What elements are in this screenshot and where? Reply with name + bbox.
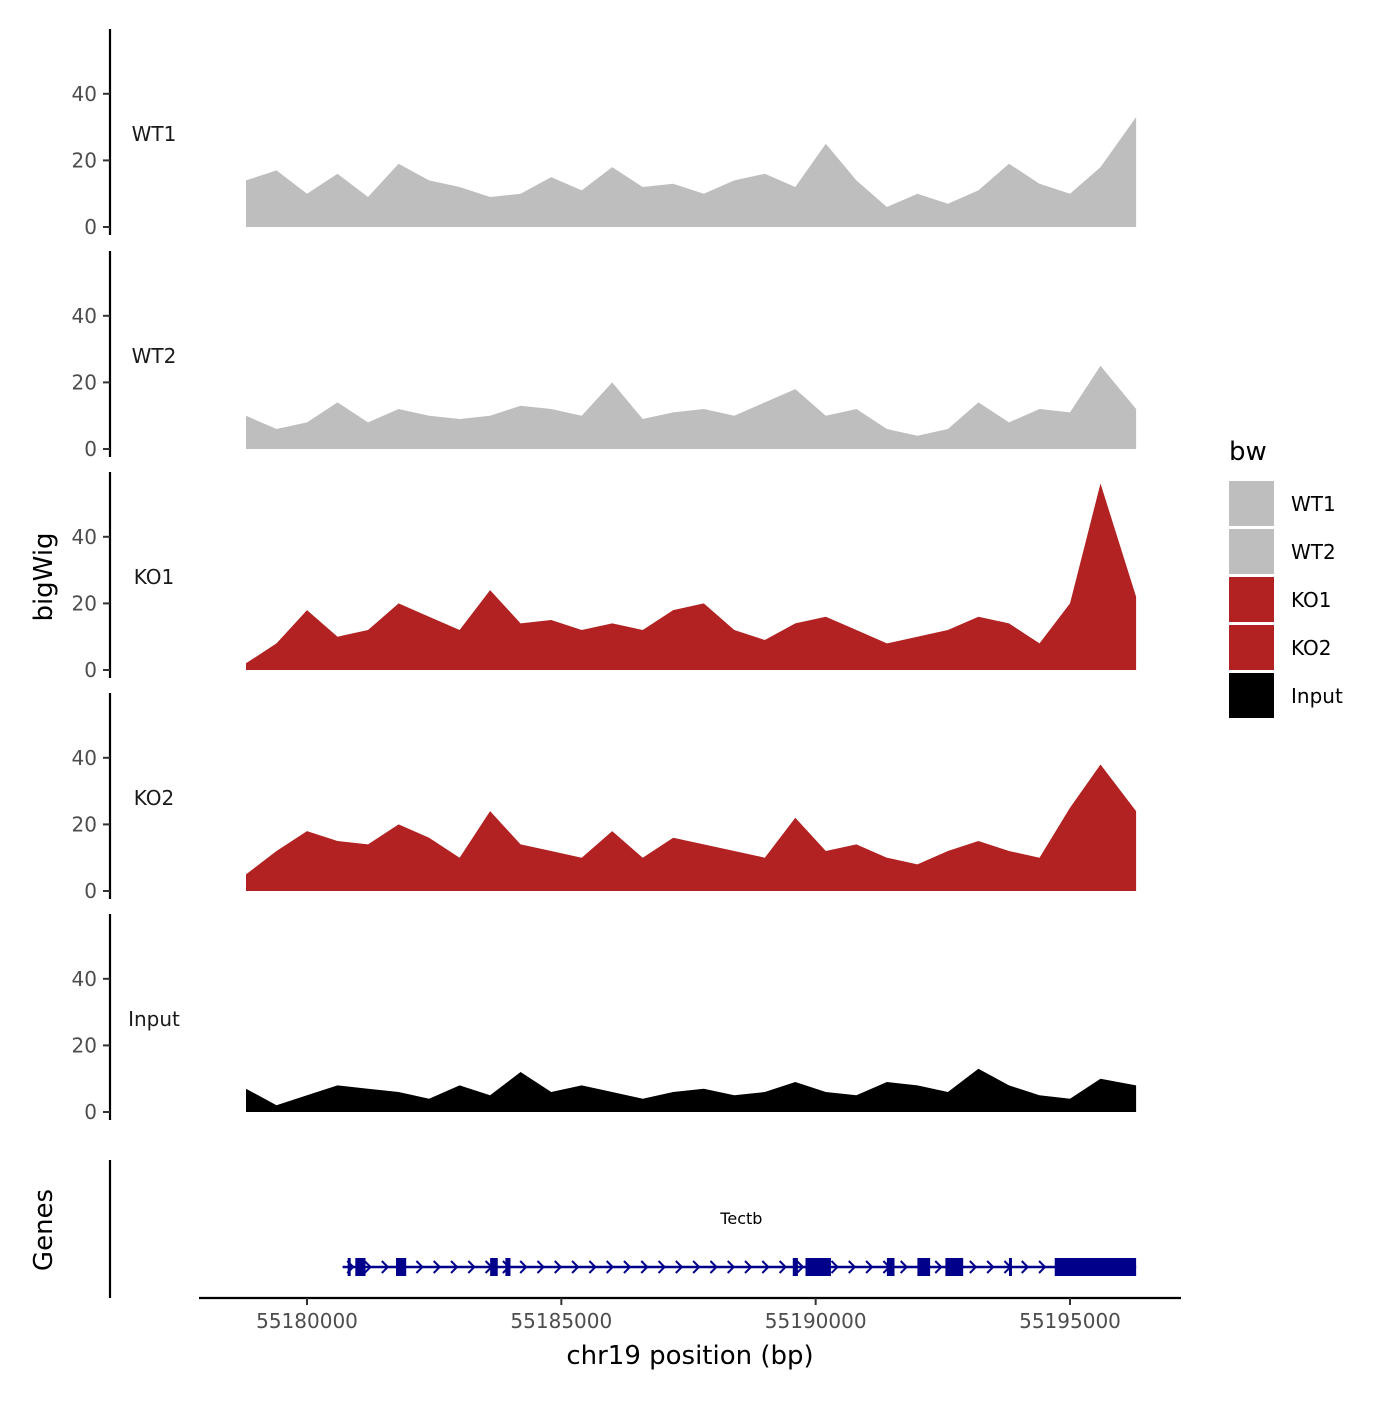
exon bbox=[347, 1258, 351, 1276]
x-axis-title: chr19 position (bp) bbox=[566, 1341, 813, 1371]
strand-arrow bbox=[467, 1260, 476, 1274]
legend-title: bw bbox=[1229, 437, 1267, 467]
track-wt2: 0 20 40 WT2 bbox=[72, 251, 1137, 461]
strand-arrow bbox=[830, 1260, 839, 1274]
strand-arrow bbox=[588, 1260, 597, 1274]
gene-label: Tectb bbox=[719, 1209, 762, 1228]
y-tick-label: 40 bbox=[72, 525, 97, 549]
area-ko1 bbox=[246, 483, 1137, 670]
exon bbox=[505, 1258, 511, 1276]
strand-arrow bbox=[1038, 1260, 1047, 1274]
strand-arrow bbox=[692, 1260, 701, 1274]
strand-arrow bbox=[848, 1260, 857, 1274]
track-wt1: 0 20 40 WT1 bbox=[72, 29, 1137, 239]
strand-arrow bbox=[623, 1260, 632, 1274]
exon bbox=[917, 1258, 931, 1276]
exon bbox=[355, 1258, 366, 1276]
strand-arrow bbox=[778, 1260, 788, 1274]
strand-arrow bbox=[796, 1260, 805, 1274]
track-label: Input bbox=[128, 1007, 180, 1031]
strand-arrow bbox=[519, 1260, 528, 1274]
gene-track: Tectb bbox=[108, 1160, 1137, 1298]
exon bbox=[1054, 1258, 1137, 1276]
legend-label: WT2 bbox=[1291, 540, 1336, 564]
strand-arrow bbox=[865, 1260, 874, 1274]
x-tick-label: 55180000 bbox=[256, 1309, 358, 1333]
legend-label: Input bbox=[1291, 684, 1343, 708]
strand-arrow bbox=[986, 1260, 995, 1274]
area-ko2 bbox=[246, 764, 1137, 891]
exon bbox=[805, 1258, 831, 1276]
x-tick-label: 55190000 bbox=[765, 1309, 867, 1333]
y-tick-label: 20 bbox=[72, 812, 97, 836]
y-tick-label: 0 bbox=[84, 879, 97, 903]
strand-arrow bbox=[709, 1260, 718, 1274]
y-tick-label: 0 bbox=[84, 1100, 97, 1124]
legend-key-ko2 bbox=[1229, 625, 1274, 670]
legend-label: KO2 bbox=[1291, 636, 1332, 660]
x-axis: 55180000 55185000 55190000 55195000 bbox=[199, 1296, 1181, 1333]
strand-arrow bbox=[934, 1260, 943, 1274]
bigwig-tracks: 0 20 40 WT1 0 20 40 WT2 0 20 40 KO1 0 20 40 KO2 0 20 40 Inp… bbox=[72, 29, 1137, 1124]
y-tick-label: 20 bbox=[72, 591, 97, 615]
strand-arrow bbox=[450, 1260, 459, 1274]
genes-axis-title: Genes bbox=[29, 1189, 59, 1271]
strand-arrow bbox=[899, 1260, 909, 1274]
area-input bbox=[246, 1068, 1137, 1112]
y-tick-label: 20 bbox=[72, 370, 97, 394]
y-tick-label: 40 bbox=[72, 304, 97, 328]
track-ko1: 0 20 40 KO1 bbox=[72, 472, 1137, 682]
track-label: KO1 bbox=[134, 565, 175, 589]
legend-key-wt1 bbox=[1229, 481, 1274, 526]
strand-arrow bbox=[536, 1260, 545, 1274]
y-tick-label: 40 bbox=[72, 967, 97, 991]
y-tick-label: 20 bbox=[72, 148, 97, 172]
strand-arrow bbox=[744, 1260, 753, 1274]
legend-key-ko1 bbox=[1229, 577, 1274, 622]
y-tick-label: 0 bbox=[84, 215, 97, 239]
exon bbox=[945, 1258, 964, 1276]
y-tick-label: 0 bbox=[84, 658, 97, 682]
strand-arrow bbox=[415, 1260, 424, 1274]
strand-arrow bbox=[1021, 1260, 1030, 1274]
strand-arrow bbox=[640, 1260, 649, 1274]
track-input: 0 20 40 Input bbox=[72, 914, 1137, 1124]
x-tick-label: 55185000 bbox=[510, 1309, 612, 1333]
exon bbox=[792, 1258, 798, 1276]
y-tick-label: 40 bbox=[72, 746, 97, 770]
exon bbox=[396, 1258, 407, 1276]
y-axis-title: bigWig bbox=[29, 532, 59, 621]
strand-arrow bbox=[363, 1260, 372, 1274]
x-tick-label: 55195000 bbox=[1019, 1309, 1121, 1333]
track-label: WT2 bbox=[132, 344, 177, 368]
y-tick-label: 40 bbox=[72, 82, 97, 106]
track-label: WT1 bbox=[132, 122, 177, 146]
strand-arrow bbox=[433, 1260, 442, 1274]
exon bbox=[490, 1258, 498, 1276]
strand-arrow bbox=[969, 1260, 978, 1274]
track-ko2: 0 20 40 KO2 bbox=[72, 693, 1137, 903]
legend-label: KO1 bbox=[1291, 588, 1332, 612]
strand-arrow bbox=[675, 1260, 684, 1274]
strand-arrow bbox=[381, 1260, 390, 1274]
area-wt2 bbox=[246, 365, 1137, 449]
y-tick-label: 20 bbox=[72, 1033, 97, 1057]
track-label: KO2 bbox=[134, 786, 175, 810]
strand-arrow bbox=[727, 1260, 736, 1274]
strand-arrow bbox=[761, 1260, 770, 1274]
exon bbox=[1008, 1258, 1012, 1276]
legend-key-wt2 bbox=[1229, 529, 1274, 574]
strand-arrow bbox=[554, 1260, 563, 1274]
strand-arrow bbox=[605, 1260, 615, 1274]
strand-arrow bbox=[571, 1260, 580, 1274]
legend: bw WT1 WT2 KO1 KO2 Input bbox=[1229, 437, 1343, 718]
strand-arrow bbox=[657, 1260, 666, 1274]
legend-key-input bbox=[1229, 673, 1274, 718]
legend-label: WT1 bbox=[1291, 492, 1336, 516]
area-wt1 bbox=[246, 117, 1137, 227]
y-tick-label: 0 bbox=[84, 437, 97, 461]
exon bbox=[886, 1258, 895, 1276]
